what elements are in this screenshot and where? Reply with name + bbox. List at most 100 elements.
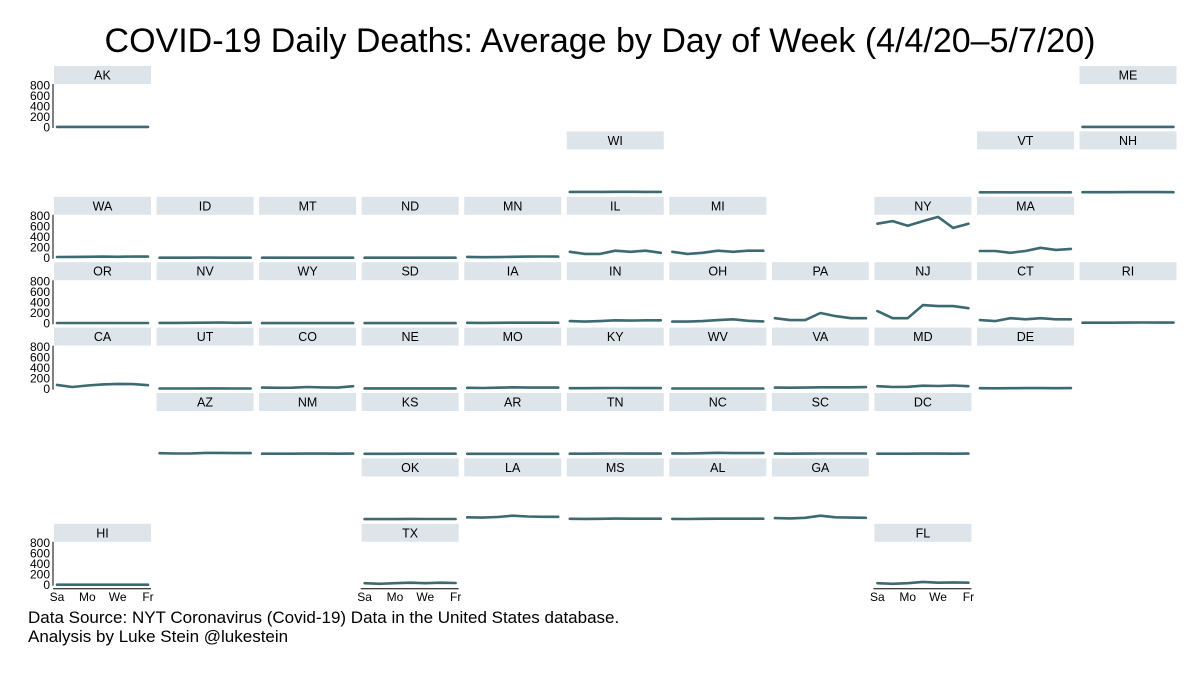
panel-strip-label: ME — [1119, 69, 1138, 83]
panel-strip — [669, 262, 767, 281]
series-line-nj — [876, 303, 970, 320]
panel-vt: VT — [976, 131, 1074, 194]
panel-strip — [669, 327, 767, 346]
panel-mn: MN — [464, 196, 562, 259]
panel-strip-label: CO — [298, 330, 317, 344]
panel-id: ID — [156, 196, 254, 260]
panel-strip-label: WI — [608, 134, 623, 148]
chart-footer: Data Source: NYT Coronavirus (Covid-19) … — [28, 608, 619, 646]
panel-strip — [54, 262, 151, 281]
panel-nh: NH — [1079, 131, 1177, 194]
panel-strip-label: MS — [606, 461, 625, 475]
series-line-oh — [670, 317, 765, 323]
panel-strip-label: KY — [607, 330, 624, 344]
y-tick-label: 400 — [30, 230, 50, 244]
y-tick-label: 600 — [30, 547, 50, 561]
panel-ar: AR — [464, 393, 562, 456]
panel-strip-label: VT — [1017, 134, 1033, 148]
panel-ut: UT — [156, 327, 254, 390]
panel-strip-label: OH — [708, 265, 727, 279]
panel-strip — [976, 262, 1074, 281]
panel-strip-label: HI — [96, 526, 109, 540]
series-line-in — [568, 318, 663, 323]
panel-nc: NC — [669, 393, 767, 455]
panel-fl: FL Sa Mo We Fr — [870, 523, 974, 604]
panel-strip-label: UT — [197, 330, 214, 344]
panel-strip-label: RI — [1122, 265, 1135, 279]
panel-strip-label: NY — [914, 199, 932, 213]
panel-mt: MT — [259, 196, 357, 260]
panel-strip — [464, 196, 562, 215]
panel-strip-label: OK — [401, 461, 420, 475]
panel-strip — [54, 327, 151, 346]
panel-ri: RI — [1079, 262, 1177, 325]
panel-wv: WV — [669, 327, 767, 390]
panel-ia: IA — [464, 262, 562, 325]
series-line-tx — [363, 581, 457, 586]
series-line-mo — [465, 385, 560, 390]
panel-tx: TX Sa Mo We Fr — [357, 523, 461, 604]
panel-strip — [976, 196, 1074, 215]
x-tick-label: Fr — [142, 590, 153, 604]
panel-strip — [874, 196, 972, 215]
panel-strip — [976, 327, 1074, 346]
panel-de: DE — [976, 327, 1074, 390]
panel-strip — [566, 327, 664, 346]
panel-mo: MO — [464, 327, 562, 390]
y-tick-label: 200 — [30, 110, 50, 124]
panel-strip-label: NC — [709, 396, 727, 410]
series-line-mn — [465, 255, 560, 259]
panel-me: ME — [1079, 66, 1177, 129]
panel-ms: MS — [566, 458, 664, 521]
panel-ks: KS — [361, 393, 459, 456]
panel-strip — [1079, 262, 1177, 281]
panel-strip — [566, 196, 664, 215]
panel-strip-label: KS — [402, 396, 419, 410]
panel-ma: MA — [976, 196, 1074, 255]
panel-ct: CT — [976, 262, 1074, 323]
y-tick-label: 0 — [43, 382, 50, 396]
panel-strip-label: LA — [505, 461, 521, 475]
series-line-az — [158, 451, 252, 455]
panel-strip-label: MO — [503, 330, 523, 344]
y-tick-label: 0 — [43, 578, 50, 592]
panel-strip-label: MI — [711, 199, 725, 213]
y-tick-label: 600 — [30, 89, 50, 103]
panel-strip — [669, 393, 767, 411]
x-tick-label: We — [929, 590, 947, 604]
panel-strip — [874, 523, 972, 542]
panel-oh: OH — [669, 262, 767, 323]
panel-strip — [54, 196, 151, 215]
panel-strip — [156, 196, 254, 215]
panel-strip — [361, 262, 459, 281]
panel-strip-label: CA — [94, 330, 112, 344]
x-tick-label: We — [416, 590, 434, 604]
y-tick-label: 400 — [30, 99, 50, 113]
panel-strip-label: CT — [1017, 265, 1034, 279]
y-tick-label: 200 — [30, 371, 50, 385]
panel-nd: ND — [361, 196, 459, 260]
y-tick-label: 800 — [30, 536, 50, 550]
chart-title: COVID-19 Daily Deaths: Average by Day of… — [104, 22, 1096, 60]
panel-strip-label: OR — [93, 265, 112, 279]
panel-in: IN — [566, 262, 664, 323]
panel-strip-label: WA — [93, 199, 113, 213]
panel-strip — [54, 66, 151, 84]
panel-wi: WI — [566, 131, 664, 194]
series-line-la — [465, 514, 560, 519]
panel-nv: NV — [156, 262, 254, 325]
panel-strip-label: MA — [1016, 199, 1035, 213]
panel-md: MD — [874, 327, 972, 389]
panel-il: IL — [566, 196, 664, 256]
panel-strip — [259, 327, 357, 346]
panel-ky: KY — [566, 327, 664, 390]
y-tick-label: 0 — [43, 120, 50, 134]
x-tick-label: Sa — [357, 590, 372, 604]
panel-strip — [156, 327, 254, 346]
series-line-ct — [978, 316, 1073, 323]
panel-co: CO — [259, 327, 357, 390]
x-tick-label: We — [109, 590, 127, 604]
y-tick-label: 600 — [30, 220, 50, 234]
